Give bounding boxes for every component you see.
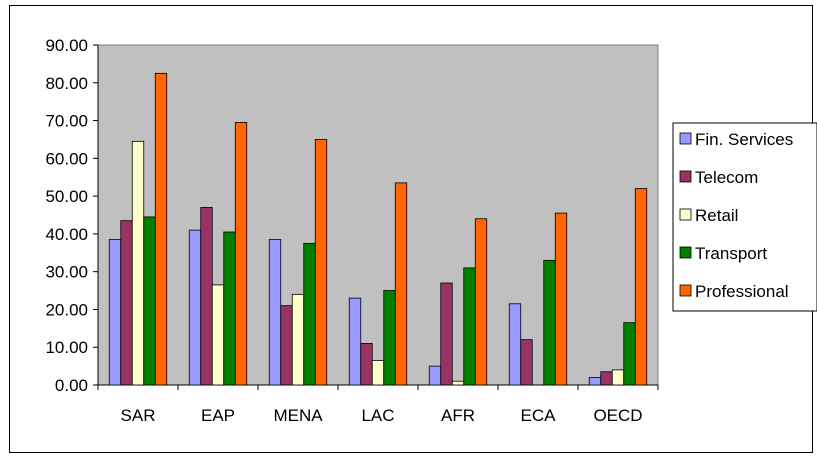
- x-tick-label: OECD: [593, 406, 642, 425]
- bar: [211, 284, 225, 386]
- bar: [291, 293, 305, 386]
- bar: [234, 122, 248, 386]
- bar: [280, 305, 293, 386]
- x-tick-label: SAR: [121, 406, 156, 425]
- bar: [348, 297, 362, 386]
- legend-label: Professional: [695, 282, 789, 301]
- y-tick-label: 40.00: [45, 225, 88, 244]
- bar: [383, 290, 396, 386]
- bar: [131, 140, 145, 386]
- bar: [451, 380, 465, 386]
- bar: [188, 229, 202, 386]
- legend-swatch: [679, 246, 692, 259]
- bar: [120, 220, 133, 386]
- legend-box: [672, 122, 817, 312]
- bars: [108, 72, 648, 386]
- x-axis: SAR EAP MENA LAC AFR ECA OECD: [97, 384, 659, 425]
- bar: [108, 239, 122, 386]
- bar: [554, 212, 568, 386]
- bar: [223, 231, 236, 386]
- bar: [600, 371, 613, 386]
- x-tick-label: LAC: [361, 406, 394, 425]
- legend-swatch: [679, 284, 692, 297]
- bar: [371, 360, 385, 386]
- y-tick-label: 70.00: [45, 112, 88, 131]
- bar: [268, 239, 282, 386]
- y-tick-label: 60.00: [45, 149, 88, 168]
- bar: [200, 207, 213, 386]
- y-tick-label: 20.00: [45, 300, 88, 319]
- legend-swatch: [679, 132, 692, 145]
- legend-label: Telecom: [695, 168, 758, 187]
- y-tick-label: 50.00: [45, 187, 88, 206]
- bar: [440, 282, 453, 386]
- y-tick-label: 80.00: [45, 74, 88, 93]
- y-axis: 0.00 10.00 20.00 30.00 40.00 50.00 60.00 70.00 8…: [45, 36, 99, 395]
- x-tick-label: ECA: [521, 406, 557, 425]
- bar: [623, 322, 636, 386]
- legend-label: Transport: [695, 244, 767, 263]
- bar: [543, 259, 556, 386]
- bar: [474, 218, 488, 386]
- bar: [588, 377, 602, 386]
- legend-label: Fin. Services: [695, 130, 793, 149]
- bar: [394, 182, 408, 386]
- x-tick-label: EAP: [201, 406, 235, 425]
- y-tick-label: 10.00: [45, 338, 88, 357]
- bar: [520, 339, 533, 386]
- legend-swatch: [679, 208, 692, 221]
- x-tick-label: MENA: [273, 406, 323, 425]
- bar: [611, 369, 625, 386]
- bar: [463, 267, 476, 386]
- y-tick-label: 30.00: [45, 263, 88, 282]
- x-tick-label: AFR: [441, 406, 475, 425]
- bar: [303, 242, 316, 386]
- legend-label: Retail: [695, 206, 738, 225]
- bar: [360, 343, 373, 386]
- bar: [428, 365, 442, 386]
- plot-area: [97, 44, 659, 386]
- legend: Fin. Services Telecom Retail Transport Profe…: [672, 122, 817, 312]
- bar: [154, 72, 168, 386]
- y-tick-label: 90.00: [45, 36, 88, 55]
- bar: [508, 303, 522, 386]
- bar: [314, 139, 328, 386]
- y-tick-label: 0.00: [55, 376, 88, 395]
- bar: [634, 188, 648, 386]
- legend-swatch: [679, 170, 692, 183]
- bar: [143, 216, 156, 386]
